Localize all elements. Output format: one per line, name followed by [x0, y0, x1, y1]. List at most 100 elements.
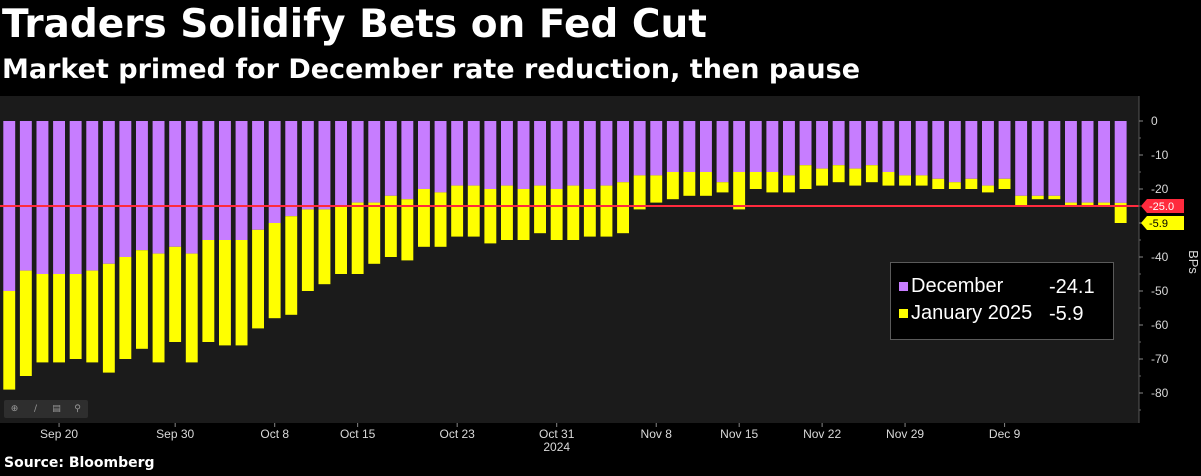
bar-december — [932, 121, 945, 179]
bar-december — [102, 121, 115, 264]
reference-line-label: -25.0 — [1141, 199, 1184, 213]
bar-december — [1048, 121, 1061, 196]
zoom-icon[interactable]: ⚲ — [74, 404, 81, 414]
bar-january — [932, 178, 945, 189]
legend-label-january: January 2025 — [911, 301, 1033, 324]
bar-december — [268, 121, 281, 223]
bar-december — [766, 121, 779, 172]
y-tick-label: 0 — [1151, 114, 1158, 128]
bar-january — [749, 172, 762, 189]
bar-january — [219, 240, 231, 346]
bar-january — [965, 178, 978, 189]
bar-december — [219, 121, 231, 240]
bar-january — [335, 206, 347, 274]
x-tick-label: Oct 15 — [340, 427, 376, 441]
reference-line-label-shape — [1141, 199, 1184, 213]
annotate-icon[interactable]: ▤ — [52, 404, 61, 414]
bar-january — [434, 192, 447, 247]
y-tick-label: -10 — [1151, 148, 1169, 162]
bar-december — [849, 121, 862, 169]
bar-december — [53, 121, 65, 274]
bar-january — [467, 185, 480, 237]
bar-january — [915, 175, 928, 186]
x-tick-label: Nov 29 — [886, 427, 924, 441]
bar-january — [185, 253, 198, 363]
bar-december — [69, 121, 82, 274]
bar-december — [1098, 121, 1110, 203]
bar-december — [899, 121, 911, 176]
bar-december — [185, 121, 198, 254]
reference-line-label-text: -25.0 — [1149, 201, 1174, 213]
last-value-label-shape — [1141, 216, 1184, 230]
bar-december — [617, 121, 629, 183]
bar-december — [882, 121, 895, 172]
draw-line-icon[interactable]: ∕ — [33, 404, 38, 414]
bar-december — [36, 121, 49, 274]
bar-january — [119, 257, 132, 359]
bar-january — [766, 172, 779, 193]
bar-january — [418, 189, 430, 247]
bar-january — [19, 270, 32, 376]
crosshair-icon[interactable]: ⊕ — [10, 404, 19, 414]
bar-january — [301, 209, 314, 291]
bar-january — [1098, 202, 1110, 206]
y-tick-label: -80 — [1151, 386, 1169, 400]
bar-december — [252, 121, 264, 230]
bar-january — [550, 189, 563, 240]
bar-january — [69, 274, 82, 359]
x-tick-label: Dec 9 — [989, 427, 1021, 441]
bar-december — [948, 121, 961, 183]
bar-december — [335, 121, 347, 206]
bar-december — [666, 121, 679, 172]
bar-december — [169, 121, 182, 247]
bar-december — [1114, 121, 1127, 203]
bar-december — [1081, 121, 1094, 203]
bar-december — [119, 121, 132, 257]
legend-value-january: -5.9 — [1049, 303, 1084, 325]
bar-december — [152, 121, 165, 254]
bar-january — [666, 172, 679, 200]
bar-january — [948, 182, 961, 189]
bar-december — [1015, 121, 1028, 196]
x-tick-label: Nov 22 — [803, 427, 841, 441]
bar-december — [600, 121, 613, 186]
bar-december — [534, 121, 546, 186]
bar-january — [169, 246, 182, 342]
bar-january — [882, 172, 895, 186]
bar-december — [368, 121, 381, 203]
bar-january — [583, 189, 596, 237]
bar-january — [368, 202, 381, 264]
bar-january — [1114, 202, 1127, 223]
bar-january — [384, 195, 397, 257]
bar-january — [235, 240, 248, 346]
bar-december — [235, 121, 248, 240]
bar-january — [1048, 195, 1061, 200]
y-tick-label: -50 — [1151, 284, 1169, 298]
bar-december — [434, 121, 447, 193]
x-tick-label: Sep 30 — [156, 427, 194, 441]
bar-december — [86, 121, 99, 271]
bar-december — [501, 121, 513, 186]
bar-january — [53, 274, 65, 363]
bar-january — [268, 223, 281, 319]
bar-december — [716, 121, 729, 183]
legend-label-december: December — [911, 274, 1004, 297]
bar-december — [799, 121, 812, 166]
y-tick-label: -20 — [1151, 182, 1169, 196]
legend-value-december: -24.1 — [1049, 276, 1095, 298]
bar-january — [252, 229, 264, 329]
bar-january — [318, 209, 331, 285]
bar-january — [600, 185, 613, 237]
bar-january — [36, 274, 49, 363]
bar-january — [285, 216, 298, 315]
bar-december — [816, 121, 828, 169]
legend-item-december: December — [899, 273, 1003, 299]
bar-january — [517, 189, 530, 240]
x-tick-label: Oct 31 — [539, 427, 575, 441]
bar-december — [318, 121, 331, 210]
chart-title: Traders Solidify Bets on Fed Cut — [2, 2, 707, 47]
bar-january — [86, 270, 99, 363]
bar-december — [136, 121, 148, 251]
bar-december — [700, 121, 712, 172]
